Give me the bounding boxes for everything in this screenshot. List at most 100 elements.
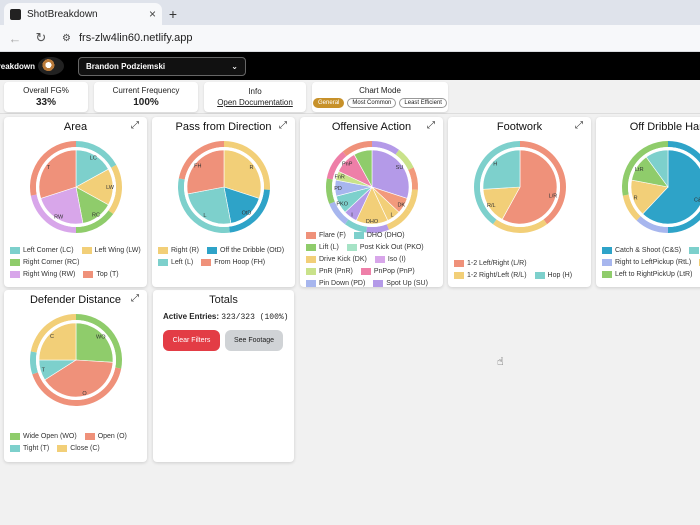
- legend-item[interactable]: Catch & Shoot (C&S): [602, 247, 681, 254]
- pie-slice[interactable]: [223, 149, 261, 199]
- legend-item[interactable]: Left Wing (LW): [81, 247, 141, 254]
- outer-ring-segment[interactable]: [177, 178, 230, 233]
- back-icon[interactable]: ←: [8, 30, 22, 46]
- pie-slice[interactable]: [371, 149, 409, 199]
- outer-ring-segment[interactable]: [622, 194, 641, 221]
- legend-item[interactable]: 1-2 Left/Right (L/R): [454, 260, 527, 267]
- expand-icon[interactable]: ⤢: [279, 120, 287, 131]
- legend-item[interactable]: Pin Down (PD): [306, 280, 365, 287]
- documentation-link[interactable]: Open Documentation: [217, 97, 293, 107]
- pie-slice[interactable]: [482, 149, 520, 190]
- pie-slice[interactable]: [186, 186, 231, 225]
- outer-ring-segment[interactable]: [636, 216, 668, 233]
- see-footage-button[interactable]: See Footage: [225, 330, 283, 351]
- expand-icon[interactable]: ⤢: [131, 120, 139, 131]
- site-info-icon[interactable]: ⚙: [62, 32, 71, 44]
- mode-general-button[interactable]: General: [313, 97, 345, 108]
- outer-ring-segment[interactable]: [107, 164, 122, 215]
- outer-ring-segment[interactable]: [75, 141, 116, 168]
- clear-filters-button[interactable]: Clear Filters: [163, 330, 220, 351]
- legend-item[interactable]: Right Wing (RW): [10, 271, 75, 278]
- mode-least-efficient-button[interactable]: Least Efficient: [399, 97, 447, 108]
- pie-slice[interactable]: [38, 322, 76, 361]
- outer-ring-segment[interactable]: [365, 224, 389, 233]
- outer-ring-segment[interactable]: [328, 201, 348, 225]
- outer-ring-segment[interactable]: [342, 141, 372, 157]
- legend-swatch: [374, 256, 385, 263]
- legend-item[interactable]: Wide Open (WO): [10, 433, 77, 440]
- legend-item[interactable]: PnPop (PnP): [360, 268, 415, 275]
- legend-item[interactable]: From Hoop (FH): [201, 259, 265, 266]
- expand-icon[interactable]: ⤢: [131, 293, 139, 304]
- close-icon[interactable]: ×: [148, 7, 156, 21]
- outer-ring-segment[interactable]: [371, 141, 399, 155]
- legend-item[interactable]: Right (R): [158, 247, 199, 254]
- legend-item[interactable]: Tight (T): [10, 445, 49, 452]
- outer-ring-segment[interactable]: [75, 314, 122, 369]
- outer-ring-segment[interactable]: [519, 141, 566, 225]
- pie-chart[interactable]: LC LW RC RW T: [29, 140, 123, 234]
- legend-item[interactable]: Top (T): [83, 271, 119, 278]
- player-select[interactable]: Brandon Podziemski ⌄: [78, 56, 246, 76]
- legend-swatch: [306, 244, 316, 251]
- legend-item[interactable]: Hop (H): [534, 272, 572, 279]
- legend-item[interactable]: Right to LeftPickup (RtL): [602, 259, 691, 266]
- outer-ring-segment[interactable]: [228, 189, 270, 233]
- legend-item[interactable]: Lift (L): [306, 244, 339, 251]
- legend-item[interactable]: Right Corner (RC): [10, 259, 79, 266]
- pie-slice[interactable]: [75, 322, 113, 363]
- legend-item[interactable]: Iso (I): [374, 256, 406, 263]
- legend-item[interactable]: DHO (DHO): [353, 232, 405, 239]
- outer-ring-segment[interactable]: [395, 149, 414, 170]
- pie-chart[interactable]: R OtD L FH: [177, 140, 271, 234]
- legend-item[interactable]: Off the Dribble (OtD): [207, 247, 284, 254]
- outer-ring-segment[interactable]: [31, 367, 121, 406]
- outer-ring-segment[interactable]: [30, 194, 76, 233]
- pie-chart[interactable]: L/R R/L H: [473, 140, 567, 234]
- legend-item[interactable]: 1-2 Right/Left (R/L): [454, 272, 527, 279]
- pie-slice[interactable]: [38, 149, 76, 199]
- legend-item[interactable]: Post Kick Out (PKO): [346, 244, 424, 251]
- pie-slice[interactable]: [641, 149, 700, 225]
- browser-tab[interactable]: ShotBreakdown ×: [4, 3, 162, 25]
- pie-slice[interactable]: [501, 149, 557, 225]
- outer-ring-segment[interactable]: [621, 141, 668, 196]
- legend-item[interactable]: Left (L): [158, 259, 193, 266]
- outer-ring-segment[interactable]: [326, 151, 347, 180]
- pie-chart[interactable]: WO O T C: [29, 313, 123, 407]
- legend-item[interactable]: Left Corner (LC): [10, 247, 74, 254]
- reload-icon[interactable]: ↻: [35, 30, 47, 45]
- outer-ring-segment[interactable]: [325, 178, 335, 204]
- expand-icon[interactable]: ⤢: [575, 120, 583, 131]
- legend-item[interactable]: Left to RightPickUp (LtR): [602, 271, 692, 278]
- pie-slice[interactable]: [186, 149, 224, 195]
- outer-ring-segment[interactable]: [473, 141, 520, 225]
- legend-item[interactable]: Drive Kick (DK): [306, 256, 367, 263]
- pie-slice[interactable]: [353, 149, 372, 188]
- new-tab-icon[interactable]: +: [168, 6, 178, 22]
- legend-item[interactable]: Spot Up (SU): [373, 280, 428, 287]
- legend-item[interactable]: Le: [689, 247, 700, 254]
- legend-item[interactable]: PnR (PnR): [306, 268, 353, 275]
- outer-ring-segment[interactable]: [29, 141, 76, 196]
- pie-chart[interactable]: C&S R LtR: [621, 140, 700, 234]
- outer-ring-segment[interactable]: [223, 141, 270, 190]
- legend-item[interactable]: Flare (F): [306, 232, 346, 239]
- outer-ring-segment[interactable]: [405, 189, 418, 212]
- outer-ring-segment[interactable]: [386, 208, 411, 230]
- pie-slice[interactable]: [39, 186, 83, 225]
- outer-ring-segment[interactable]: [344, 219, 367, 233]
- pie-slice[interactable]: [645, 149, 668, 188]
- outer-ring-segment[interactable]: [30, 314, 76, 353]
- legend-item[interactable]: Close (C): [57, 445, 100, 452]
- outer-ring-segment[interactable]: [178, 141, 224, 180]
- outer-ring-segment[interactable]: [492, 219, 547, 233]
- outer-ring-segment[interactable]: [29, 351, 38, 375]
- outer-ring-segment[interactable]: [407, 167, 418, 190]
- mode-most-common-button[interactable]: Most Common: [347, 97, 397, 108]
- expand-icon[interactable]: ⤢: [427, 120, 435, 131]
- url-input[interactable]: ⚙ frs-zlw4lin60.netlify.app: [60, 28, 692, 49]
- legend-item[interactable]: Open (O): [84, 433, 127, 440]
- outer-ring-segment[interactable]: [75, 210, 113, 233]
